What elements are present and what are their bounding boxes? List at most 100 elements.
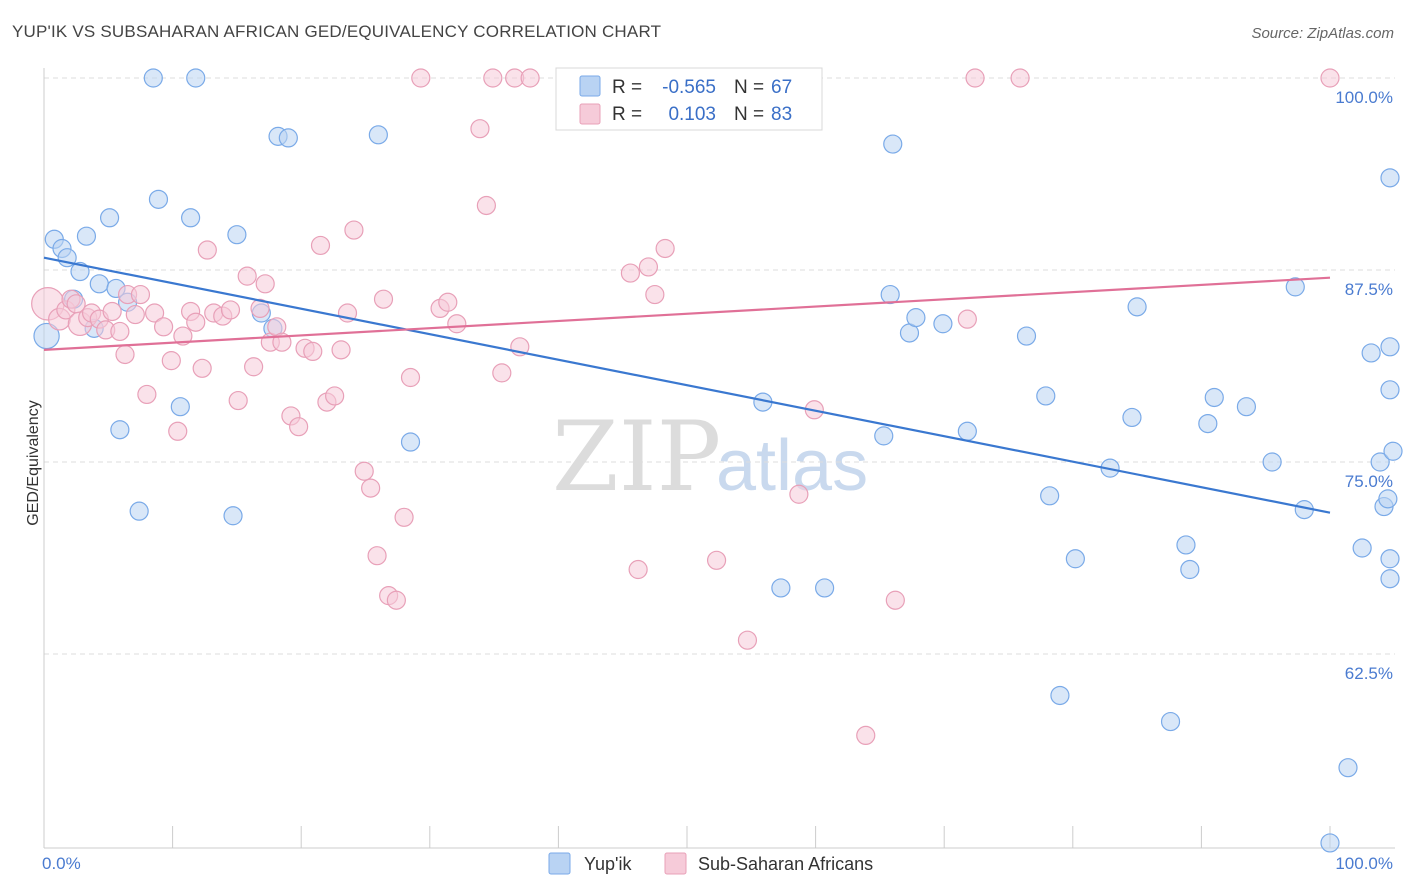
legend-swatch-subsaharan [579, 103, 601, 125]
yupik-point [906, 308, 926, 328]
legend-swatch-yupik [579, 75, 601, 97]
chart-title: YUP'IK VS SUBSAHARAN AFRICAN GED/EQUIVAL… [12, 22, 662, 41]
legend-r-label-2: R = [612, 104, 642, 125]
x-tick-label-min: 0.0% [42, 854, 81, 873]
subsaharan-point [965, 68, 985, 88]
yupik-point [771, 578, 791, 598]
subsaharan-point [885, 590, 905, 610]
subsaharan-point [255, 274, 275, 294]
subsaharan-point [655, 238, 675, 259]
yupik-point [1380, 380, 1400, 400]
subsaharan-trend-line [43, 276, 1331, 351]
yupik-point [99, 208, 120, 228]
subsaharan-point [173, 326, 193, 346]
legend-n-label-2: N = [734, 104, 764, 125]
y-tick-label: 62.5% [1345, 664, 1393, 683]
subsaharan-point [303, 341, 323, 362]
chart-source: Source: ZipAtlas.com [1251, 25, 1394, 42]
subsaharan-point [186, 312, 206, 332]
subsaharan-point [144, 303, 165, 323]
yupik-point [1380, 168, 1400, 188]
yupik-point [278, 128, 298, 148]
subsaharan-point [645, 284, 665, 305]
yupik-point [1160, 711, 1181, 732]
subsaharan-point [492, 363, 512, 383]
yupik-point [1361, 343, 1381, 363]
watermark-zip: ZIP [552, 401, 721, 513]
yupik-point [181, 208, 201, 228]
subsaharan-point [400, 367, 421, 388]
yupik-point [1204, 387, 1224, 408]
yupik-point [223, 506, 243, 526]
yupik-point [1262, 452, 1282, 472]
yupik-point [1050, 685, 1070, 706]
subsaharan-point [110, 321, 130, 342]
yupik-point [186, 68, 206, 88]
subsaharan-point [1010, 68, 1030, 88]
bottom-legend-label-subsaharan: Sub-Saharan Africans [698, 854, 873, 874]
yupik-point [129, 501, 149, 521]
subsaharan-point [856, 725, 876, 746]
yupik-point [1285, 277, 1305, 297]
subsaharan-point [153, 317, 174, 337]
subsaharan-point [470, 119, 490, 139]
yupik-point [148, 189, 169, 209]
yupik-point [1236, 397, 1257, 417]
subsaharan-point [411, 68, 431, 88]
subsaharan-point [102, 301, 122, 322]
yupik-point [368, 125, 388, 145]
subsaharan-point [310, 235, 331, 256]
y-tick-label: 87.5% [1345, 280, 1393, 299]
subsaharan-point [250, 298, 270, 318]
yupik-point [1016, 326, 1037, 346]
trend-lines [43, 256, 1331, 514]
yupik-point [815, 578, 835, 598]
yupik-point [170, 397, 190, 417]
legend-r-label-1: R = [612, 77, 642, 98]
yupik-point [1370, 452, 1390, 472]
subsaharan-point [192, 358, 212, 378]
yupik-point [880, 284, 900, 305]
subsaharan-point [438, 292, 458, 312]
subsaharan-point [957, 309, 977, 329]
yupik-point [1380, 549, 1400, 569]
subsaharan-point [620, 263, 641, 283]
yupik-point [110, 420, 130, 440]
bottom-legend: Yup'ik Sub-Saharan Africans [548, 852, 873, 875]
yupik-point [1036, 386, 1056, 406]
yupik-point [1380, 569, 1400, 589]
legend: R = -0.565 N = 67 R = 0.103 N = 83 [555, 67, 823, 131]
subsaharan-point [520, 68, 540, 88]
bottom-legend-label-yupik: Yup'ik [584, 854, 632, 874]
y-axis-label: GED/Equivalency [25, 400, 42, 525]
subsaharan-point [373, 289, 394, 309]
legend-n-label-1: N = [734, 77, 764, 98]
subsaharan-point [344, 220, 364, 240]
yupik-point [1065, 549, 1085, 569]
legend-n-value-subsaharan: 83 [771, 104, 792, 125]
subsaharan-point [354, 461, 374, 481]
yupik-trend-line [43, 256, 1331, 514]
yupik-point [1380, 337, 1400, 357]
data-points [31, 68, 1403, 853]
legend-r-value-yupik: -0.565 [662, 77, 716, 98]
subsaharan-point [386, 590, 406, 610]
yupik-point [400, 432, 421, 452]
legend-r-value-subsaharan: 0.103 [668, 104, 716, 125]
subsaharan-point [361, 478, 381, 498]
yupik-point [1176, 535, 1196, 555]
subsaharan-point [325, 386, 345, 406]
subsaharan-point [137, 384, 157, 405]
bottom-legend-swatch-subsaharan [664, 852, 687, 875]
subsaharan-point [476, 195, 496, 216]
subsaharan-point [789, 484, 809, 504]
y-tick-label: 100.0% [1335, 88, 1393, 107]
subsaharan-point [244, 357, 264, 377]
yupik-point [1040, 486, 1060, 506]
yupik-point [1378, 489, 1398, 509]
yupik-point [1180, 559, 1200, 580]
yupik-point [1320, 833, 1340, 853]
bottom-legend-swatch-yupik [548, 852, 571, 875]
subsaharan-point [220, 300, 241, 320]
